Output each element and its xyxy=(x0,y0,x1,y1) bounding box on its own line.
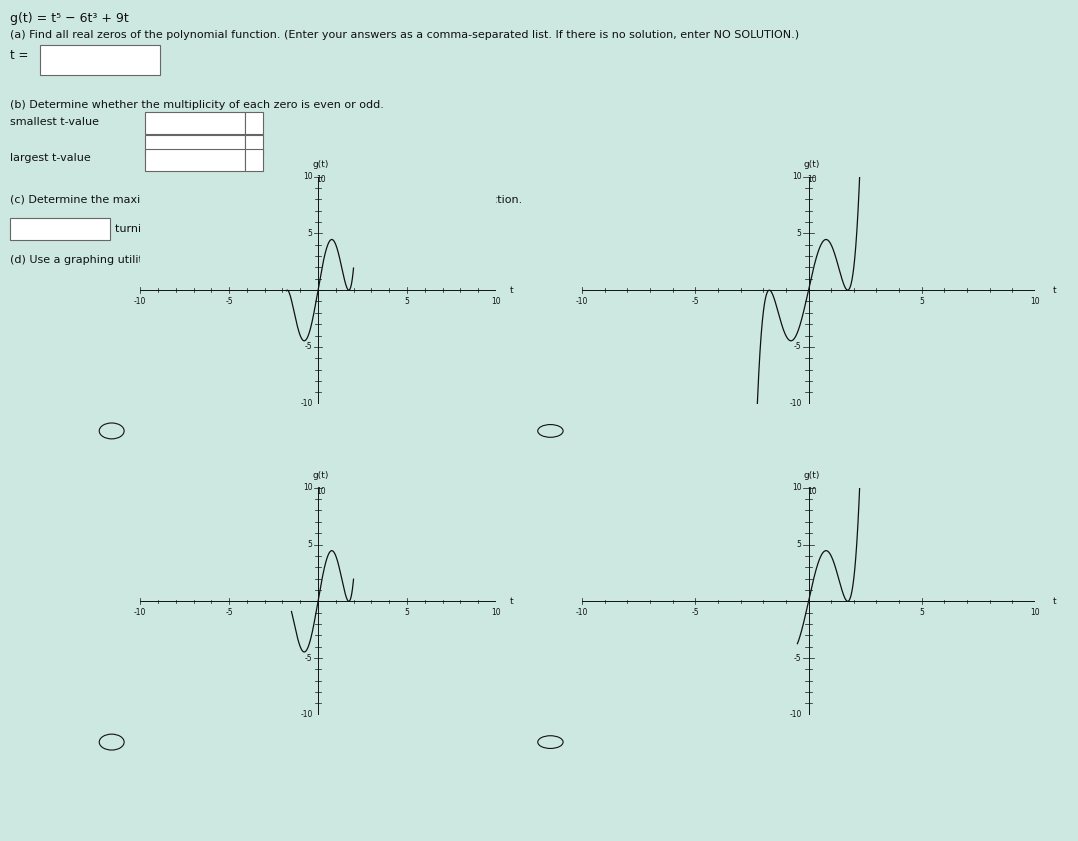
Text: 10: 10 xyxy=(1031,608,1039,617)
Bar xyxy=(146,112,245,134)
Text: ∨: ∨ xyxy=(249,118,257,128)
Text: -5: -5 xyxy=(305,342,313,352)
Text: largest t-value: largest t-value xyxy=(10,153,91,163)
Text: g(t) = t⁵ − 6t³ + 9t: g(t) = t⁵ − 6t³ + 9t xyxy=(10,12,128,25)
Text: -5: -5 xyxy=(225,297,233,306)
Text: 10: 10 xyxy=(807,176,817,184)
Text: 5: 5 xyxy=(404,608,410,617)
Text: 10: 10 xyxy=(316,487,326,495)
Text: 5: 5 xyxy=(308,540,313,549)
Text: 10: 10 xyxy=(303,484,313,492)
Text: 10: 10 xyxy=(303,172,313,181)
Text: (b) Determine whether the multiplicity of each zero is even or odd.: (b) Determine whether the multiplicity o… xyxy=(10,100,384,110)
Text: -10: -10 xyxy=(576,297,589,306)
Text: -5: -5 xyxy=(794,653,802,663)
Text: 10: 10 xyxy=(316,176,326,184)
Bar xyxy=(146,149,245,171)
Text: 10: 10 xyxy=(792,484,802,492)
Text: ∨: ∨ xyxy=(249,141,257,151)
Text: t: t xyxy=(510,286,514,294)
Text: ---Select---: ---Select--- xyxy=(148,119,196,128)
Text: 5: 5 xyxy=(797,540,802,549)
Text: -5: -5 xyxy=(794,342,802,352)
Text: (a) Find all real zeros of the polynomial function. (Enter your answers as a com: (a) Find all real zeros of the polynomia… xyxy=(10,30,799,40)
Text: t: t xyxy=(510,597,514,606)
Text: -5: -5 xyxy=(691,297,700,306)
Text: 5: 5 xyxy=(404,297,410,306)
Text: g(t): g(t) xyxy=(804,160,820,169)
Text: -10: -10 xyxy=(576,608,589,617)
Bar xyxy=(10,218,110,240)
Text: turning point(s): turning point(s) xyxy=(115,224,202,234)
Text: g(t): g(t) xyxy=(313,471,329,480)
Bar xyxy=(146,135,245,157)
Text: ---Select---: ---Select--- xyxy=(148,141,196,151)
Bar xyxy=(245,135,263,157)
Text: 10: 10 xyxy=(492,297,500,306)
Text: 10: 10 xyxy=(492,608,500,617)
Text: -10: -10 xyxy=(134,297,147,306)
Text: -5: -5 xyxy=(225,608,233,617)
Text: 10: 10 xyxy=(1031,297,1039,306)
Text: ∨: ∨ xyxy=(249,155,257,165)
Text: ---Select---: ---Select--- xyxy=(148,156,196,165)
Text: -5: -5 xyxy=(691,608,700,617)
Text: -10: -10 xyxy=(134,608,147,617)
Text: -10: -10 xyxy=(301,399,313,408)
Text: 10: 10 xyxy=(792,172,802,181)
Text: 5: 5 xyxy=(920,297,924,306)
Bar xyxy=(245,149,263,171)
Text: t: t xyxy=(1053,286,1056,294)
Text: -5: -5 xyxy=(305,653,313,663)
Text: t: t xyxy=(1053,597,1056,606)
Text: -10: -10 xyxy=(789,711,802,719)
Bar xyxy=(40,45,160,75)
Text: t =: t = xyxy=(10,49,28,61)
Text: (d) Use a graphing utility to graph the function and verify your answers.: (d) Use a graphing utility to graph the … xyxy=(10,255,413,265)
Text: -10: -10 xyxy=(301,711,313,719)
Text: (c) Determine the maximum possible number of turning points of the graph of the : (c) Determine the maximum possible numbe… xyxy=(10,195,522,205)
Text: -10: -10 xyxy=(789,399,802,408)
Text: g(t): g(t) xyxy=(804,471,820,480)
Text: 5: 5 xyxy=(308,229,313,238)
Text: g(t): g(t) xyxy=(313,160,329,169)
Text: 5: 5 xyxy=(920,608,924,617)
Text: smallest t-value: smallest t-value xyxy=(10,117,99,127)
Text: 10: 10 xyxy=(807,487,817,495)
Text: 5: 5 xyxy=(797,229,802,238)
Bar xyxy=(245,112,263,134)
